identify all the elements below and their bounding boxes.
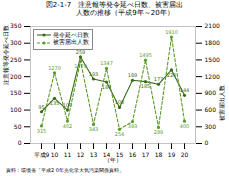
- svg-text:259: 259: [75, 48, 86, 55]
- svg-text:95: 95: [38, 104, 44, 110]
- svg-text:184: 184: [101, 83, 112, 90]
- svg-text:1200: 1200: [205, 72, 220, 79]
- svg-text:144: 144: [180, 87, 190, 93]
- svg-text:108: 108: [115, 99, 125, 105]
- svg-text:100: 100: [62, 101, 73, 108]
- html-text:図2-1-7 注意報等発令延べ日数、被害届出: 図2-1-7 注意報等発令延べ日数、被害届出: [45, 1, 184, 9]
- svg-text:平成9: 平成9: [34, 151, 50, 158]
- svg-text:11: 11: [64, 151, 72, 158]
- html-text:人数の推移（平成9年～20年）: 人数の推移（平成9年～20年）: [55, 9, 174, 18]
- svg-text:1347: 1347: [100, 60, 113, 66]
- svg-text:343: 343: [89, 126, 99, 132]
- svg-text:2100: 2100: [205, 22, 220, 29]
- svg-text:350: 350: [10, 22, 22, 29]
- svg-text:1270: 1270: [48, 65, 61, 71]
- svg-text:19: 19: [168, 151, 176, 158]
- svg-text:（年）: （年）: [104, 157, 122, 164]
- svg-text:15: 15: [115, 150, 124, 158]
- svg-text:315: 315: [37, 127, 47, 133]
- svg-text:50: 50: [14, 122, 22, 129]
- svg-text:0: 0: [205, 139, 209, 146]
- svg-text:177: 177: [154, 76, 164, 82]
- svg-text:393: 393: [128, 123, 138, 129]
- svg-text:注意報等発令延べ日数: 注意報等発令延べ日数: [2, 25, 9, 85]
- svg-text:1495: 1495: [139, 52, 152, 58]
- svg-text:14: 14: [102, 150, 111, 158]
- svg-text:189: 189: [128, 72, 138, 78]
- svg-text:900: 900: [205, 89, 217, 96]
- svg-text:1910: 1910: [165, 29, 178, 35]
- svg-text:150: 150: [10, 89, 22, 96]
- html-text:資料：環境省「平成2 0年光化学大気汚染関係資料」: 資料：環境省「平成2 0年光化学大気汚染関係資料」: [6, 166, 124, 173]
- svg-text:16: 16: [129, 151, 137, 158]
- svg-text:193: 193: [89, 71, 99, 77]
- svg-text:185: 185: [141, 83, 151, 89]
- svg-text:100: 100: [10, 106, 22, 113]
- svg-text:10: 10: [51, 151, 59, 158]
- svg-text:200: 200: [10, 72, 22, 79]
- svg-text:400: 400: [180, 123, 190, 129]
- svg-text:250: 250: [10, 56, 22, 63]
- svg-text:600: 600: [205, 106, 217, 113]
- svg-text:1800: 1800: [205, 39, 220, 46]
- svg-text:289: 289: [154, 129, 164, 135]
- svg-text:0: 0: [18, 139, 22, 146]
- svg-text:300: 300: [10, 39, 22, 46]
- svg-text:13: 13: [90, 151, 98, 158]
- svg-text:254: 254: [115, 131, 125, 137]
- svg-text:被害届出人数: 被害届出人数: [218, 85, 225, 121]
- svg-text:1500: 1500: [205, 56, 220, 63]
- svg-text:17: 17: [142, 151, 150, 158]
- svg-text:20: 20: [181, 151, 189, 158]
- svg-text:300: 300: [205, 122, 217, 129]
- svg-text:220: 220: [167, 71, 177, 77]
- svg-text:18: 18: [155, 151, 163, 158]
- svg-text:1479: 1479: [74, 62, 87, 68]
- svg-text:12: 12: [77, 151, 85, 158]
- html-text:被害届出人数: 被害届出人数: [53, 39, 89, 46]
- svg-text:402: 402: [63, 122, 73, 128]
- html-text:発令延べ日数: 発令延べ日数: [53, 31, 89, 38]
- svg-text:135: 135: [50, 100, 60, 106]
